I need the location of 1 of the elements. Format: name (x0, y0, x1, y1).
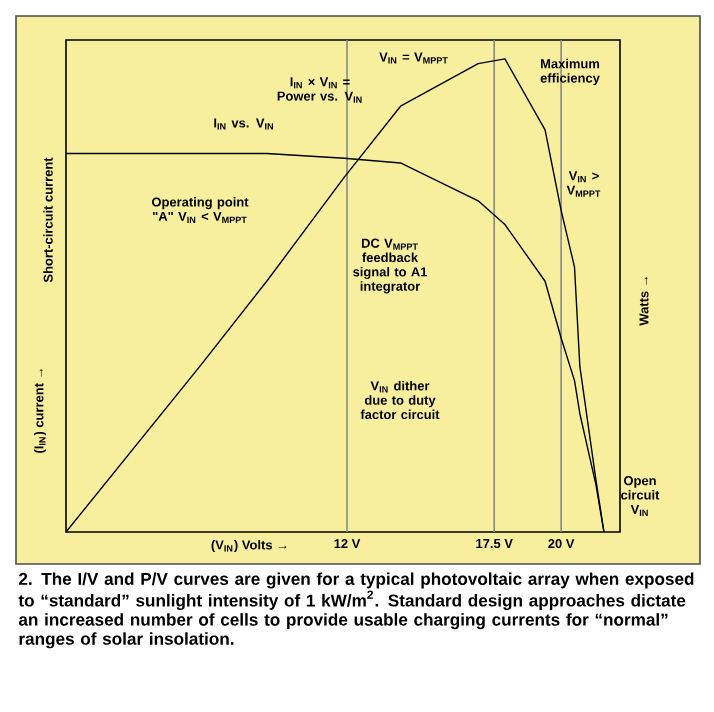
text: 2. The I/V and P/V curves are given for a typical photovoltaic array when exposed to “standard” sunlight intensity of 1 kW/m$^{2}$. Standard design approaches dictate an increased number of cells to provide usable charging currents for “normal” ranges of solar insolation. (18, 572, 694, 649)
